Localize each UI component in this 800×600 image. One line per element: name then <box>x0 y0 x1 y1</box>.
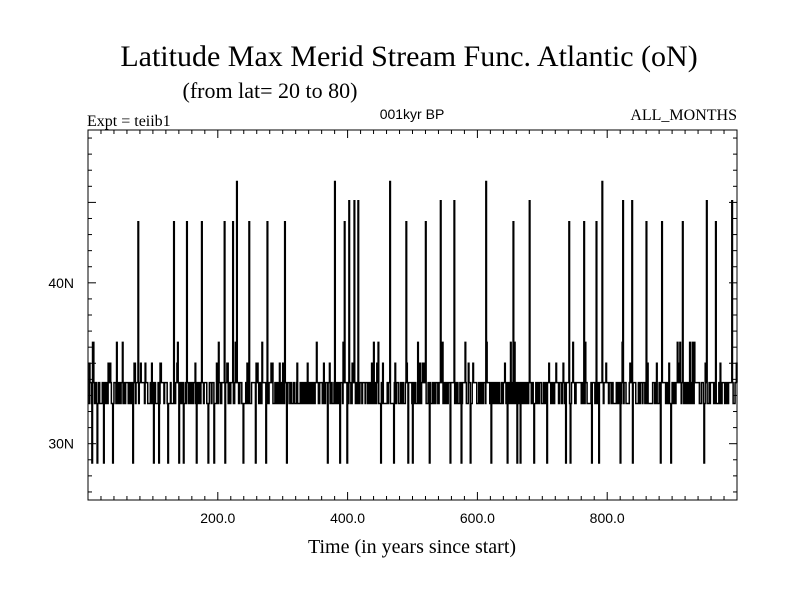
x-tick-label: 400.0 <box>330 510 365 526</box>
y-tick-label: 40N <box>48 275 74 291</box>
x-axis-ticks <box>87 130 738 500</box>
months-label: ALL_MONTHS <box>630 107 737 124</box>
series-line <box>88 180 738 464</box>
period-label: 001kyr BP <box>380 106 445 122</box>
chart-subtitle: (from lat= 20 to 80) <box>183 78 358 103</box>
x-axis-title: Time (in years since start) <box>308 536 516 558</box>
chart-title: Latitude Max Merid Stream Func. Atlantic… <box>120 40 697 73</box>
x-tick-label: 200.0 <box>200 510 235 526</box>
plot-frame <box>87 129 738 501</box>
y-tick-label: 30N <box>48 436 74 452</box>
x-tick-label: 800.0 <box>590 510 625 526</box>
x-axis-tick-labels: 200.0 400.0 600.0 800.0 <box>200 510 625 526</box>
y-axis-tick-labels: 30N 40N <box>48 275 74 452</box>
experiment-label: Expt = teiib1 <box>87 113 171 130</box>
x-tick-label: 600.0 <box>460 510 495 526</box>
